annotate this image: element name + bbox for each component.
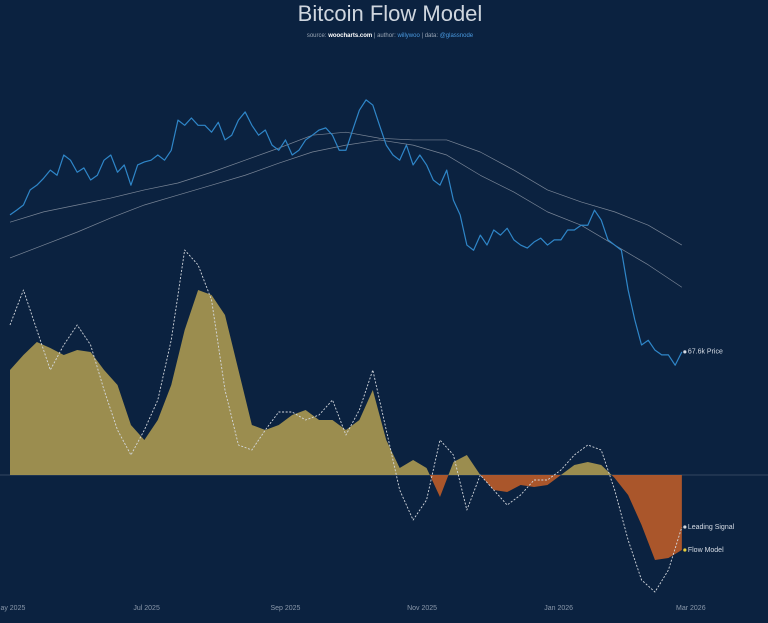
x-tick-label: Jan 2026 bbox=[544, 605, 573, 612]
legend-dot bbox=[683, 350, 687, 354]
x-tick-label: Mar 2026 bbox=[676, 605, 706, 612]
series-label: Leading Signal bbox=[688, 524, 735, 531]
area-positive bbox=[10, 290, 682, 475]
subtitle-part: | author: bbox=[372, 33, 397, 39]
x-tick-label: May 2025 bbox=[0, 605, 25, 612]
subtitle-part: @glassnode bbox=[440, 33, 474, 39]
series-line bbox=[9, 99, 683, 366]
x-tick-label: Sep 2025 bbox=[270, 605, 300, 612]
legend-dot bbox=[683, 525, 687, 529]
subtitle-part: woocharts.com bbox=[327, 33, 372, 39]
chart-title: Bitcoin Flow Model bbox=[298, 1, 483, 26]
series-label: Flow Model bbox=[688, 547, 724, 554]
average-line bbox=[9, 131, 683, 246]
series-label: 67.6k Price bbox=[688, 349, 723, 356]
subtitle-part: willywoo bbox=[396, 33, 420, 39]
average-line bbox=[9, 139, 683, 288]
series-line bbox=[9, 249, 683, 593]
legend-dot bbox=[683, 548, 687, 552]
chart-subtitle: source: woocharts.com | author: willywoo… bbox=[307, 33, 474, 39]
x-tick-label: Nov 2025 bbox=[407, 605, 437, 612]
x-tick-label: Jul 2025 bbox=[133, 605, 160, 612]
subtitle-part: | data: bbox=[420, 33, 440, 39]
subtitle-part: source: bbox=[307, 33, 328, 39]
